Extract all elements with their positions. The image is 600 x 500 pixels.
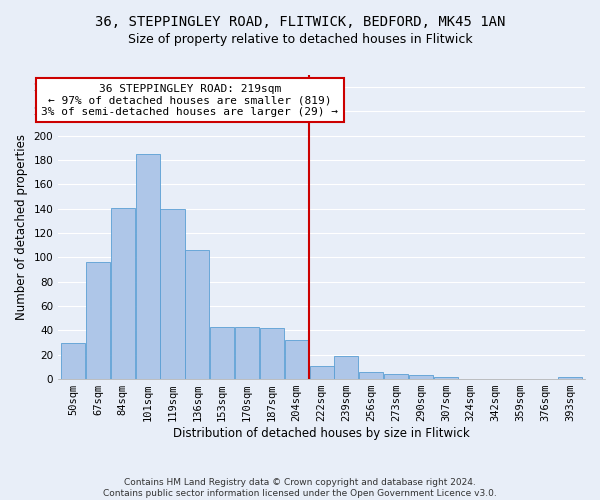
Text: Size of property relative to detached houses in Flitwick: Size of property relative to detached ho… — [128, 32, 472, 46]
Bar — [310, 366, 334, 379]
Bar — [409, 376, 433, 379]
Y-axis label: Number of detached properties: Number of detached properties — [15, 134, 28, 320]
Text: Contains HM Land Registry data © Crown copyright and database right 2024.
Contai: Contains HM Land Registry data © Crown c… — [103, 478, 497, 498]
Bar — [235, 327, 259, 379]
Bar — [260, 328, 284, 379]
Bar — [434, 376, 458, 379]
Bar — [136, 154, 160, 379]
Bar — [61, 342, 85, 379]
X-axis label: Distribution of detached houses by size in Flitwick: Distribution of detached houses by size … — [173, 427, 470, 440]
Bar — [384, 374, 408, 379]
Bar — [111, 208, 135, 379]
Text: 36 STEPPINGLEY ROAD: 219sqm
← 97% of detached houses are smaller (819)
3% of sem: 36 STEPPINGLEY ROAD: 219sqm ← 97% of det… — [41, 84, 338, 116]
Bar — [284, 340, 309, 379]
Bar — [185, 250, 209, 379]
Bar — [359, 372, 383, 379]
Bar — [210, 327, 234, 379]
Bar — [334, 356, 358, 379]
Text: 36, STEPPINGLEY ROAD, FLITWICK, BEDFORD, MK45 1AN: 36, STEPPINGLEY ROAD, FLITWICK, BEDFORD,… — [95, 15, 505, 29]
Bar — [160, 209, 185, 379]
Bar — [558, 376, 582, 379]
Bar — [86, 262, 110, 379]
